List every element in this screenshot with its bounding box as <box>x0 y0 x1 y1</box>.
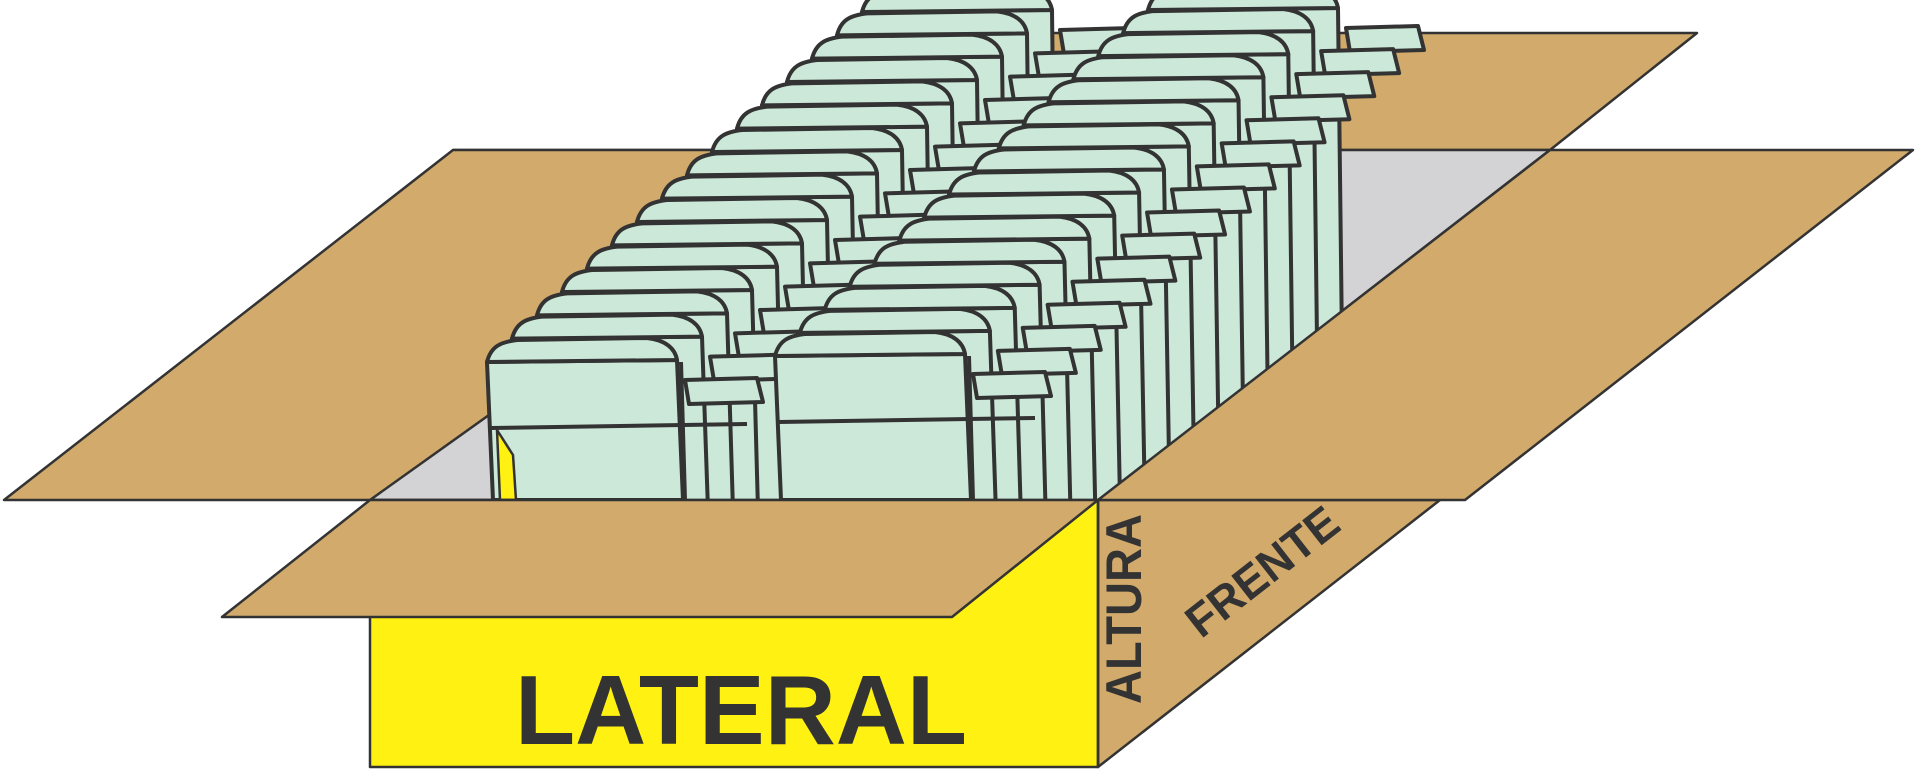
folder-hanger <box>1070 277 1153 308</box>
folder-tab <box>822 283 1017 312</box>
folder-hanger <box>1145 208 1228 239</box>
folder-hanger <box>1045 300 1128 331</box>
right-flap <box>1096 148 1915 502</box>
folder-tab <box>872 237 1067 266</box>
folder-tab <box>897 214 1092 243</box>
folder-tab <box>735 102 929 131</box>
folder-hanger <box>1020 323 1103 354</box>
folder-hanger <box>1294 70 1377 101</box>
folder <box>773 352 973 502</box>
folder-hanger <box>683 376 765 406</box>
folder-tab <box>971 145 1166 174</box>
folder-tab <box>535 289 729 318</box>
folder-hanger <box>1244 116 1327 147</box>
side-label: LATERAL <box>515 655 967 765</box>
folder-hanger <box>1319 47 1402 78</box>
folder-tab <box>835 9 1029 38</box>
folder-divider <box>967 355 975 501</box>
folder-tab <box>797 306 992 335</box>
folder-hanger <box>995 346 1078 377</box>
height-label: ALTURA <box>1096 514 1152 704</box>
folder-tab <box>1046 76 1241 105</box>
folder-tab <box>1121 7 1316 36</box>
folder-tab <box>947 168 1142 197</box>
folder-tab <box>685 149 879 178</box>
folder-hanger <box>1095 254 1178 285</box>
folder-divider <box>679 361 687 501</box>
folder-tab <box>710 126 904 154</box>
folder-tab <box>1146 0 1340 12</box>
folder-tab <box>922 191 1117 220</box>
folder-hanger <box>1194 162 1277 193</box>
folder-tab <box>847 260 1042 289</box>
folder-tab <box>773 330 967 358</box>
folder-tab <box>860 0 1054 14</box>
folder-hanger <box>1120 231 1203 262</box>
folder-hanger <box>1219 139 1302 170</box>
folder-tab <box>635 196 829 224</box>
folder-tab <box>510 312 704 341</box>
folder-crease <box>778 416 1036 424</box>
folder-tab <box>585 242 779 271</box>
folder-tab <box>1021 99 1216 128</box>
folder <box>485 358 685 502</box>
folder-tab <box>810 32 1004 61</box>
folder-tab <box>610 219 804 248</box>
folder-tab <box>485 336 679 364</box>
folder-tab <box>996 122 1191 151</box>
folder-hanger <box>971 370 1053 400</box>
folder-tab <box>560 266 754 294</box>
folder-crease <box>490 422 748 430</box>
folder-tab <box>1096 30 1291 59</box>
folder-hanger <box>1169 185 1252 216</box>
folder-tab <box>785 56 979 84</box>
folder-tab <box>660 172 854 201</box>
front-flap <box>220 498 1100 619</box>
folder-tab <box>1071 53 1266 82</box>
folder-tab <box>760 79 954 108</box>
folder-hanger <box>1269 93 1352 124</box>
folder-hanger <box>1344 24 1426 54</box>
